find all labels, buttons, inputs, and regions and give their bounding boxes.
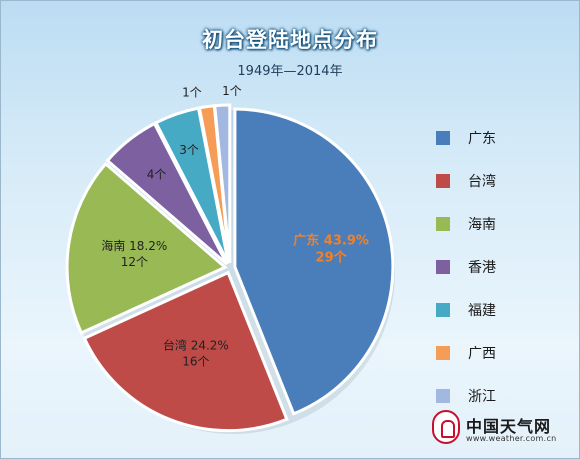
slice-label-广东-count: 29个 (316, 250, 348, 266)
slice-label-海南-count: 12个 (121, 255, 148, 269)
legend-label: 台湾 (468, 174, 496, 190)
slice-label-海南-percent: 海南 18.2% (101, 238, 167, 253)
pie-slice-海南 (65, 161, 228, 335)
slice-label-广西-count: 1个 (182, 86, 202, 100)
slice-label-福建-count: 3个 (179, 143, 199, 157)
slice-label-台湾-count: 16个 (182, 354, 209, 368)
legend-label: 广东 (468, 131, 496, 147)
legend-label: 海南 (468, 217, 496, 233)
chart-title: 初台登陆地点分布 (202, 28, 378, 52)
legend-label: 广西 (468, 346, 496, 362)
legend-item-广东: 广东 (436, 128, 496, 148)
legend-swatch (436, 217, 450, 231)
pie-slice-广东 (233, 107, 395, 416)
legend-label: 香港 (468, 260, 496, 276)
pie-slice-浙江 (213, 103, 232, 264)
legend-swatch (436, 260, 450, 274)
legend-item-福建: 福建 (436, 300, 496, 320)
logo-name: 中国天气网 (466, 417, 552, 436)
legend-item-海南: 海南 (436, 214, 496, 234)
pie-slice-台湾 (82, 270, 289, 433)
legend-item-浙江: 浙江 (436, 386, 496, 406)
legend-item-香港: 香港 (436, 257, 496, 277)
legend-swatch (436, 346, 450, 360)
legend-label: 福建 (468, 303, 496, 319)
slice-label-台湾-percent: 台湾 24.2% (163, 337, 229, 352)
slice-label-浙江-count: 1个 (222, 84, 242, 98)
legend-item-台湾: 台湾 (436, 171, 496, 191)
legend-item-广西: 广西 (436, 343, 496, 363)
logo-url: www.weather.com.cn (466, 434, 557, 443)
chart-subtitle: 1949年—2014年 (237, 64, 343, 79)
weather-logo: 中国天气网 www.weather.com.cn (432, 410, 562, 448)
legend-label: 浙江 (468, 389, 496, 405)
weather-logo-icon (432, 410, 460, 444)
slice-label-香港-count: 4个 (147, 168, 167, 182)
pie-slice-香港 (105, 121, 229, 266)
slice-label-广东-percent: 广东 43.9% (293, 233, 369, 249)
legend-swatch (436, 174, 450, 188)
legend-swatch (436, 131, 450, 145)
legend-swatch (436, 389, 450, 403)
legend-swatch (436, 303, 450, 317)
chart-legend: 广东台湾海南香港福建广西浙江 (436, 128, 496, 429)
